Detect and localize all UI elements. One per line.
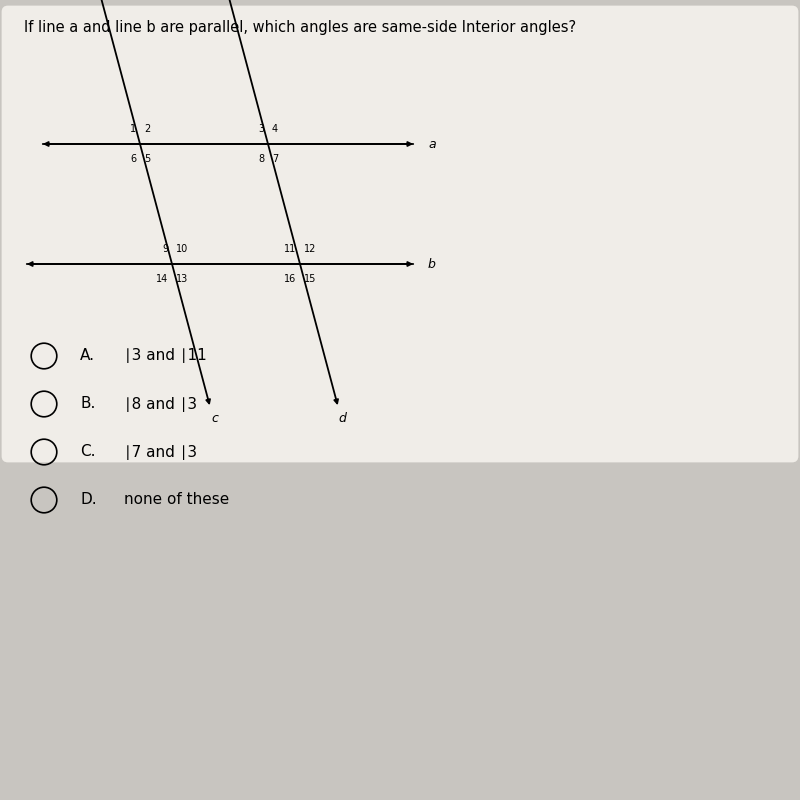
Text: 14: 14 [156, 274, 168, 284]
Text: 3: 3 [258, 124, 264, 134]
Text: 5: 5 [144, 154, 150, 164]
Text: 7: 7 [272, 154, 278, 164]
Text: 6: 6 [130, 154, 136, 164]
Text: If line a and line b are parallel, which angles are same-side Interior angles?: If line a and line b are parallel, which… [24, 20, 576, 35]
Text: c: c [211, 412, 218, 425]
Text: 1: 1 [130, 124, 136, 134]
Text: C.: C. [80, 445, 95, 459]
Text: 4: 4 [272, 124, 278, 134]
Text: 13: 13 [176, 274, 188, 284]
Text: 9: 9 [162, 245, 168, 254]
Text: none of these: none of these [124, 493, 230, 507]
Text: 11: 11 [284, 245, 296, 254]
Text: 16: 16 [284, 274, 296, 284]
Text: B.: B. [80, 397, 95, 411]
Text: 15: 15 [304, 274, 316, 284]
Text: ∣3 and ∣11: ∣3 and ∣11 [124, 349, 206, 363]
Text: d: d [338, 412, 346, 425]
Text: 10: 10 [176, 245, 188, 254]
Text: 8: 8 [258, 154, 264, 164]
Text: 12: 12 [304, 245, 316, 254]
Text: ∣7 and ∣3: ∣7 and ∣3 [124, 445, 197, 459]
Text: D.: D. [80, 493, 97, 507]
Text: 2: 2 [144, 124, 150, 134]
Text: ∣8 and ∣3: ∣8 and ∣3 [124, 397, 197, 411]
Text: A.: A. [80, 349, 95, 363]
Text: a: a [428, 138, 436, 150]
Text: b: b [428, 258, 436, 270]
